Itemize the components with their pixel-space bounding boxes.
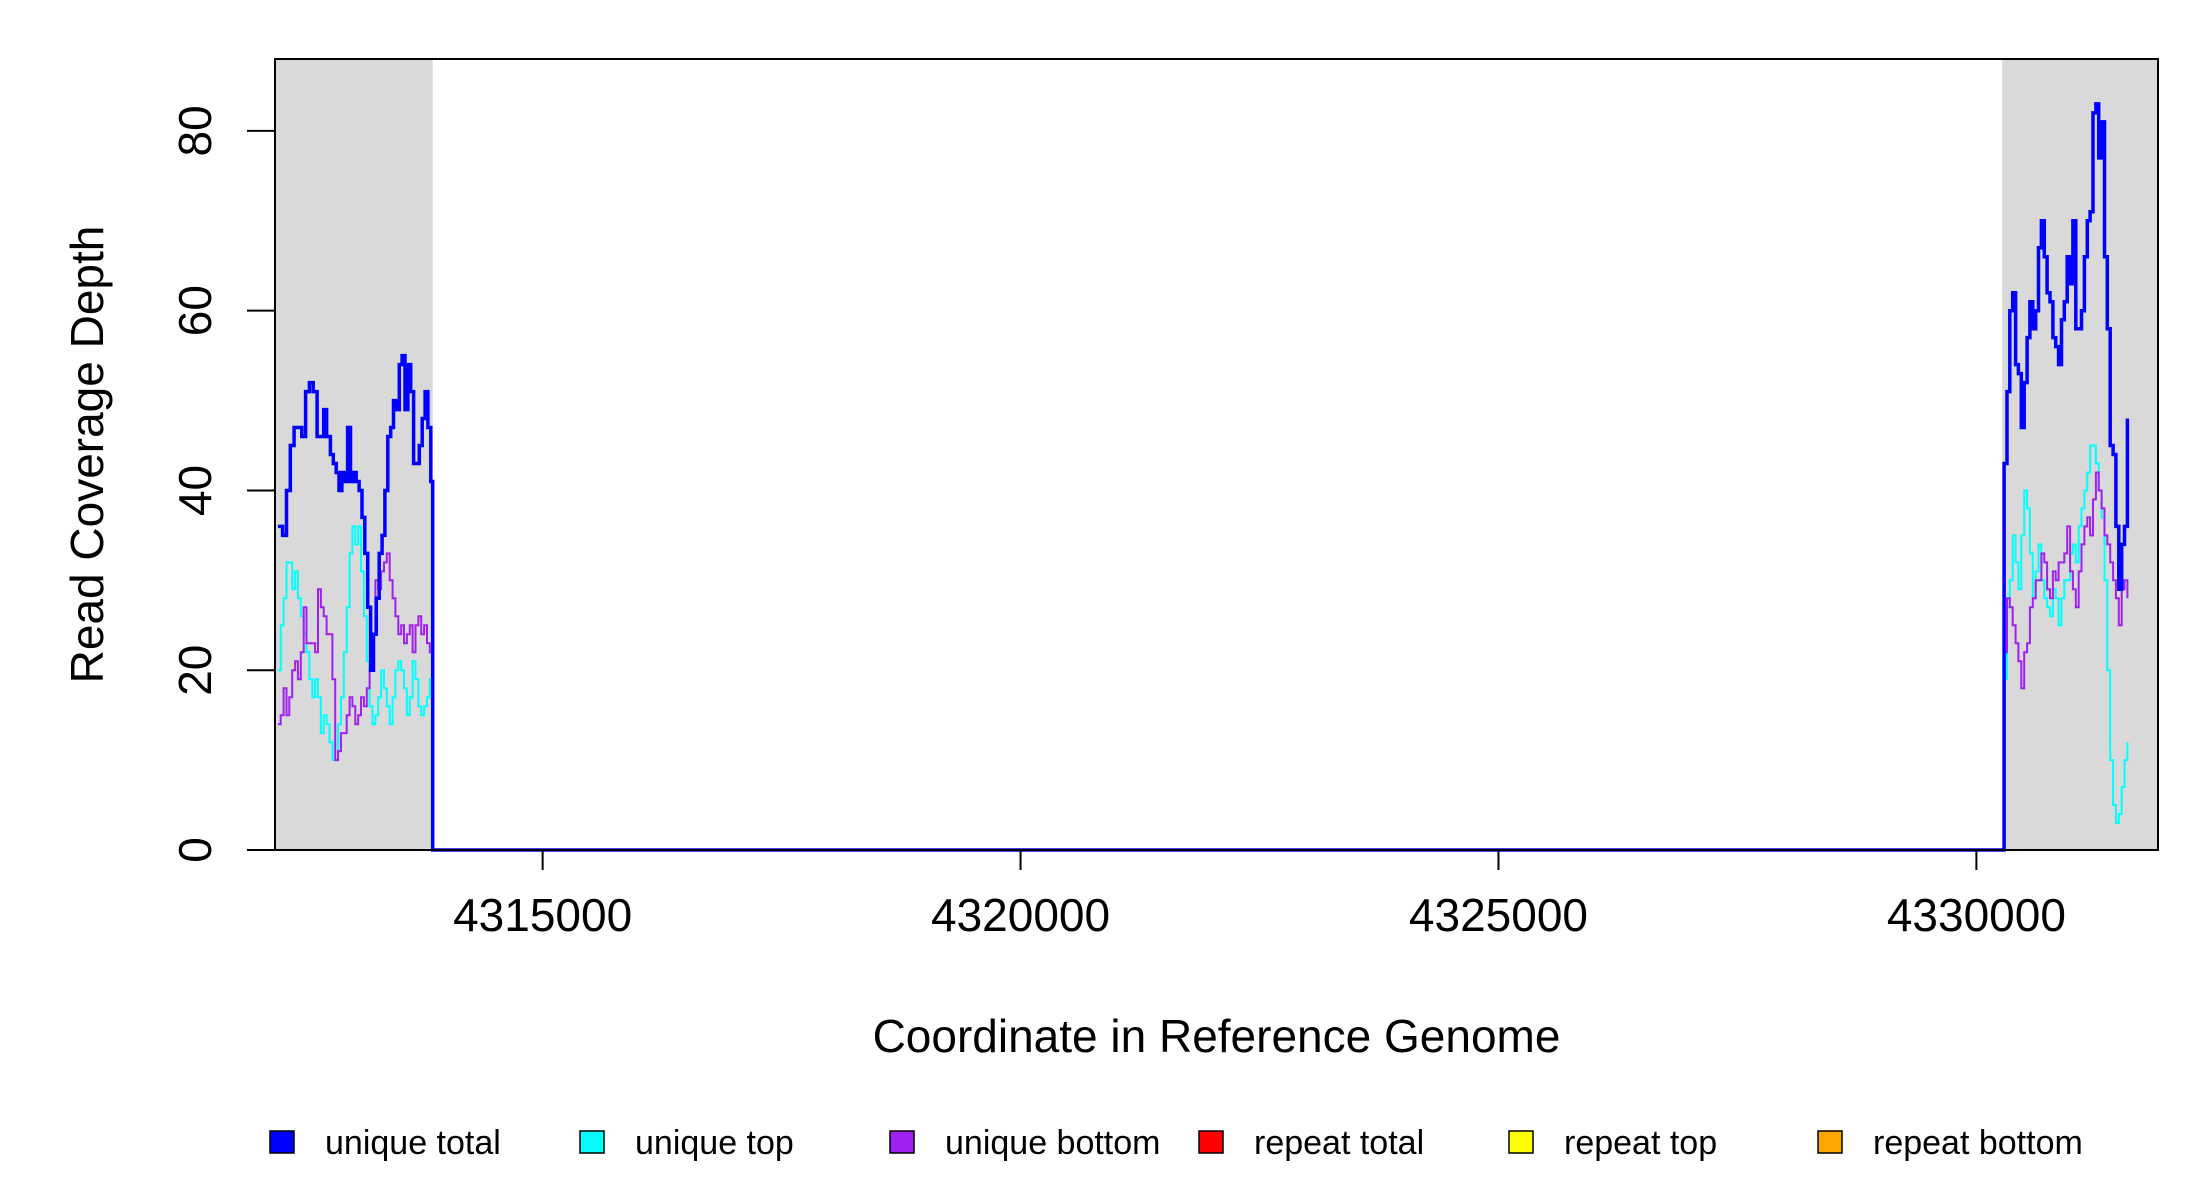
series-line-unique-bottom [277,471,2129,851]
x-tick-label: 4330000 [1887,889,2066,941]
series-line-unique-total [277,102,2130,852]
legend-label: repeat top [1564,1124,1717,1162]
legend-swatch [269,1130,295,1154]
legend-item-unique-bottom: unique bottom [889,1124,1161,1162]
x-tick-label: 4315000 [453,889,632,941]
x-tick-label: 4325000 [1409,889,1588,941]
y-tick-label: 60 [169,285,221,336]
axes: 4315000 4320000 4325000 4330000 0 20 40 60 80 [169,105,2066,941]
legend-swatch [1817,1130,1843,1154]
series-lines [275,102,2158,852]
x-tick-label: 4320000 [931,889,1110,941]
legend-swatch [1508,1130,1534,1154]
shaded-region-2 [2002,59,2158,850]
legend-label: unique bottom [945,1124,1161,1162]
y-tick-label: 80 [169,105,221,156]
y-tick-label: 20 [169,645,221,696]
legend-label: unique total [325,1124,501,1162]
shaded-region-1 [275,59,433,850]
legend-label: unique top [635,1124,794,1162]
legend: unique total unique top unique bottom repea… [269,1124,2083,1162]
legend-swatch [1198,1130,1224,1154]
legend-item-repeat-total: repeat total [1198,1124,1424,1162]
legend-swatch [889,1130,915,1154]
legend-swatch [579,1130,605,1154]
y-axis-title: Read Coverage Depth [61,226,113,684]
legend-label: repeat total [1254,1124,1424,1162]
legend-item-repeat-top: repeat top [1508,1124,1717,1162]
legend-item-unique-top: unique top [579,1124,794,1162]
series-line-unique-top [277,444,2129,851]
x-axis-title: Coordinate in Reference Genome [873,1010,1561,1062]
legend-label: repeat bottom [1873,1124,2083,1162]
legend-item-repeat-bottom: repeat bottom [1817,1124,2083,1162]
legend-item-unique-total: unique total [269,1124,501,1162]
shaded-regions [275,59,2158,850]
plot-frame [274,58,2159,851]
y-tick-label: 0 [169,837,221,863]
y-tick-label: 40 [169,465,221,516]
